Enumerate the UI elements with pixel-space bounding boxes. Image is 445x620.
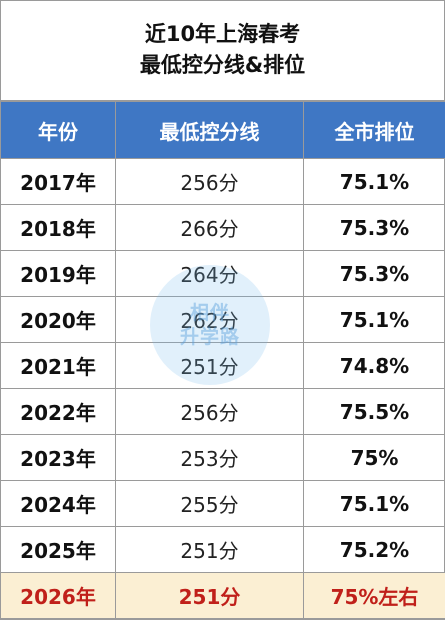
rank-cell: 75.1%: [303, 480, 445, 527]
header-rank: 全市排位: [303, 101, 445, 159]
year-cell: 2017年: [0, 158, 116, 205]
rank-cell: 75.3%: [303, 250, 445, 297]
year-cell: 2025年: [0, 526, 116, 573]
score-cell: 266分: [115, 204, 304, 251]
table-row-highlight: 2026年 251分 75%左右: [0, 572, 445, 619]
rank-cell: 75%左右: [303, 572, 445, 619]
score-cell: 255分: [115, 480, 304, 527]
year-cell: 2026年: [0, 572, 116, 619]
rank-cell: 75.2%: [303, 526, 445, 573]
rank-cell: 75.1%: [303, 296, 445, 343]
score-cell: 251分: [115, 342, 304, 389]
table-row: 2023年 253分 75%: [0, 434, 445, 481]
header-row: 年份 最低控分线 全市排位: [0, 101, 445, 159]
score-cell: 262分: [115, 296, 304, 343]
table-row: 2019年 264分 75.3%: [0, 250, 445, 297]
table-row: 2025年 251分 75.2%: [0, 526, 445, 573]
rank-cell: 75.1%: [303, 158, 445, 205]
rank-cell: 75.3%: [303, 204, 445, 251]
score-cell: 251分: [115, 526, 304, 573]
table-row: 2018年 266分 75.3%: [0, 204, 445, 251]
table-row: 2020年 262分 75.1%: [0, 296, 445, 343]
table-row: 2022年 256分 75.5%: [0, 388, 445, 435]
table-row: 2024年 255分 75.1%: [0, 480, 445, 527]
score-cell: 251分: [115, 572, 304, 619]
score-table: 年份 最低控分线 全市排位 2017年 256分 75.1% 2018年 266…: [0, 101, 445, 619]
year-cell: 2019年: [0, 250, 116, 297]
rank-cell: 74.8%: [303, 342, 445, 389]
score-cell: 256分: [115, 158, 304, 205]
title-line-1: 近10年上海春考: [144, 22, 301, 46]
score-cell: 256分: [115, 388, 304, 435]
watermark-logo: 相伴 升学路: [150, 265, 270, 385]
year-cell: 2022年: [0, 388, 116, 435]
year-cell: 2023年: [0, 434, 116, 481]
header-year: 年份: [0, 101, 116, 159]
table-row: 2021年 251分 74.8%: [0, 342, 445, 389]
score-cell: 253分: [115, 434, 304, 481]
table-row: 2017年 256分 75.1%: [0, 158, 445, 205]
page-title: 近10年上海春考 最低控分线&排位: [0, 0, 445, 101]
year-cell: 2018年: [0, 204, 116, 251]
year-cell: 2024年: [0, 480, 116, 527]
watermark-line-1: 相伴: [189, 302, 230, 324]
year-cell: 2020年: [0, 296, 116, 343]
title-line-2: 最低控分线&排位: [139, 53, 306, 77]
watermark-line-2: 升学路: [179, 326, 240, 348]
rank-cell: 75%: [303, 434, 445, 481]
year-cell: 2021年: [0, 342, 116, 389]
rank-cell: 75.5%: [303, 388, 445, 435]
header-score: 最低控分线: [115, 101, 304, 159]
